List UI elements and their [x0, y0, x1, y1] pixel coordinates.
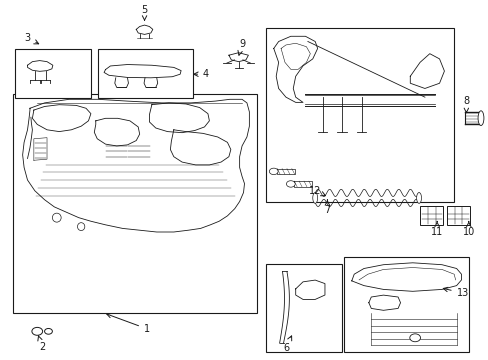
Ellipse shape [269, 168, 278, 175]
Text: 4: 4 [193, 69, 209, 79]
Ellipse shape [477, 111, 483, 126]
Ellipse shape [416, 193, 421, 203]
Bar [15, 49, 91, 98]
Bar [13, 94, 256, 313]
Text: 12: 12 [308, 186, 325, 196]
Ellipse shape [52, 213, 61, 222]
Bar [98, 49, 193, 98]
Bar [266, 264, 341, 352]
Bar [419, 206, 443, 225]
Bar [344, 257, 468, 352]
Text: 13: 13 [443, 287, 468, 298]
Ellipse shape [409, 334, 420, 342]
Ellipse shape [44, 328, 52, 334]
Text: 3: 3 [24, 33, 39, 44]
Bar [266, 28, 453, 202]
Text: 1: 1 [106, 314, 150, 334]
Text: 10: 10 [462, 221, 474, 237]
Text: 7: 7 [324, 200, 330, 216]
Ellipse shape [32, 327, 42, 335]
Text: 9: 9 [238, 39, 244, 55]
Text: 5: 5 [141, 5, 147, 21]
Bar [446, 206, 469, 225]
Ellipse shape [77, 223, 84, 230]
Text: 11: 11 [430, 221, 442, 237]
Text: 8: 8 [462, 96, 468, 113]
Ellipse shape [312, 193, 317, 203]
Text: 2: 2 [38, 336, 45, 352]
Text: 6: 6 [282, 336, 291, 353]
Ellipse shape [286, 181, 295, 187]
